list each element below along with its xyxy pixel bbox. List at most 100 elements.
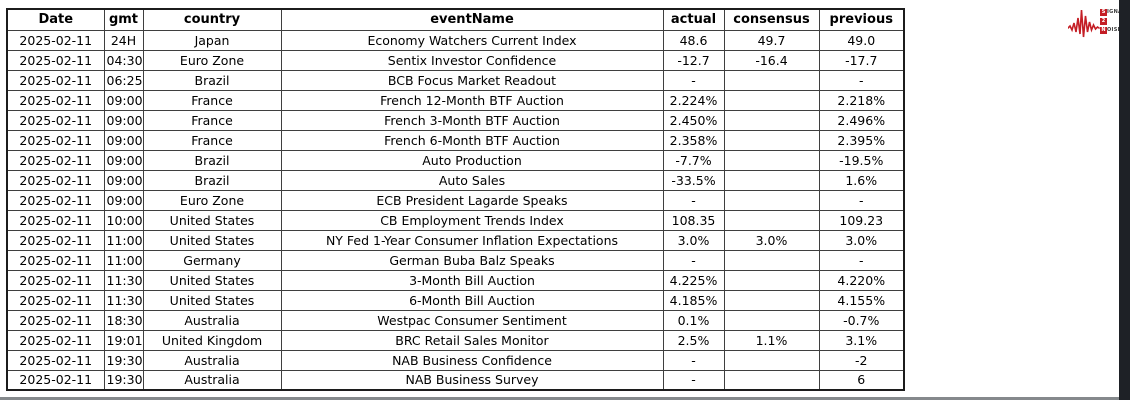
cell-consensus (723, 129, 820, 151)
cell-date: 2025-02-11 (6, 349, 105, 371)
table-row: 2025-02-11 18:30 Australia Westpac Consumer… (6, 309, 905, 331)
cell-date: 2025-02-11 (6, 89, 105, 111)
cell-actual: 4.225% (662, 269, 725, 291)
cell-consensus: -16.4 (723, 49, 820, 71)
cell-country: France (142, 89, 282, 111)
cell-date: 2025-02-11 (6, 69, 105, 91)
table-row: 2025-02-11 11:00 Germany German Buba Balz S… (6, 249, 905, 271)
logo-line-signal: S IGNAL (1100, 8, 1126, 16)
cell-date: 2025-02-11 (6, 309, 105, 331)
cell-event-name: Auto Production (280, 149, 664, 171)
logo-letter-2: 2 (1100, 17, 1107, 25)
cell-actual: -33.5% (662, 169, 725, 191)
cell-consensus (723, 289, 820, 311)
cell-country: France (142, 109, 282, 131)
cell-date: 2025-02-11 (6, 269, 105, 291)
cell-date: 2025-02-11 (6, 149, 105, 171)
header-row: Date gmt country eventName actual consensus pr… (6, 8, 905, 31)
cell-event-name: NAB Business Confidence (280, 349, 664, 371)
cell-event-name: BRC Retail Sales Monitor (280, 329, 664, 351)
cell-consensus: 49.7 (723, 29, 820, 51)
cell-event-name: Economy Watchers Current Index (280, 29, 664, 51)
cell-actual: 48.6 (662, 29, 725, 51)
cell-previous: 2.395% (818, 129, 905, 151)
table-row: 2025-02-11 19:01 United Kingdom BRC Retail … (6, 329, 905, 351)
table-row: 2025-02-11 24H Japan Economy Watchers Curre… (6, 29, 905, 51)
cell-date: 2025-02-11 (6, 129, 105, 151)
cell-gmt: 10:00 (103, 209, 144, 231)
cell-country: United States (142, 209, 282, 231)
cell-consensus (723, 109, 820, 131)
cell-previous: - (818, 69, 905, 91)
cell-gmt: 09:00 (103, 169, 144, 191)
cell-gmt: 19:30 (103, 349, 144, 371)
right-edge-strip (1119, 0, 1130, 400)
cell-country: Japan (142, 29, 282, 51)
cell-event-name: CB Employment Trends Index (280, 209, 664, 231)
column-header-consensus: consensus (723, 8, 820, 31)
cell-country: France (142, 129, 282, 151)
cell-gmt: 09:00 (103, 129, 144, 151)
logo-word-oise: OISE (1107, 26, 1122, 33)
cell-country: Australia (142, 309, 282, 331)
cell-actual: 2.224% (662, 89, 725, 111)
table-row: 2025-02-11 06:25 Brazil BCB Focus Market Re… (6, 69, 905, 91)
column-header-event-name: eventName (280, 8, 664, 31)
waveform-icon (1068, 9, 1102, 38)
cell-gmt: 06:25 (103, 69, 144, 91)
cell-consensus (723, 369, 820, 391)
table-row: 2025-02-11 10:00 United States CB Employmen… (6, 209, 905, 231)
cell-consensus (723, 189, 820, 211)
cell-country: Australia (142, 349, 282, 371)
cell-consensus: 1.1% (723, 329, 820, 351)
cell-country: Brazil (142, 69, 282, 91)
cell-event-name: 6-Month Bill Auction (280, 289, 664, 311)
cell-country: Germany (142, 249, 282, 271)
cell-date: 2025-02-11 (6, 329, 105, 351)
cell-previous: - (818, 189, 905, 211)
cell-gmt: 09:00 (103, 149, 144, 171)
cell-event-name: German Buba Balz Speaks (280, 249, 664, 271)
cell-country: Euro Zone (142, 49, 282, 71)
bottom-edge-line (0, 397, 1119, 400)
cell-country: United Kingdom (142, 329, 282, 351)
cell-country: United States (142, 289, 282, 311)
cell-event-name: Sentix Investor Confidence (280, 49, 664, 71)
economic-calendar-table: Date gmt country eventName actual consensus pr… (6, 8, 905, 391)
cell-consensus (723, 349, 820, 371)
cell-actual: - (662, 369, 725, 391)
cell-previous: -17.7 (818, 49, 905, 71)
signal2noise-logo: S IGNAL 2 N OISE (1068, 4, 1125, 42)
cell-previous: 49.0 (818, 29, 905, 51)
cell-country: Brazil (142, 169, 282, 191)
cell-actual: - (662, 249, 725, 271)
cell-country: Brazil (142, 149, 282, 171)
cell-previous: -0.7% (818, 309, 905, 331)
cell-actual: -7.7% (662, 149, 725, 171)
cell-consensus (723, 149, 820, 171)
cell-gmt: 09:00 (103, 109, 144, 131)
cell-gmt: 11:30 (103, 289, 144, 311)
cell-event-name: ECB President Lagarde Speaks (280, 189, 664, 211)
cell-previous: 3.1% (818, 329, 905, 351)
cell-event-name: BCB Focus Market Readout (280, 69, 664, 91)
cell-event-name: NAB Business Survey (280, 369, 664, 391)
table-row: 2025-02-11 09:00 France French 6-Month BTF … (6, 129, 905, 151)
table-row: 2025-02-11 09:00 France French 12-Month BTF… (6, 89, 905, 111)
cell-actual: - (662, 69, 725, 91)
cell-gmt: 19:01 (103, 329, 144, 351)
column-header-date: Date (6, 8, 105, 31)
cell-consensus (723, 169, 820, 191)
cell-previous: 6 (818, 369, 905, 391)
cell-previous: 2.218% (818, 89, 905, 111)
table-row: 2025-02-11 09:00 Brazil Auto Sales -33.5% 1.6… (6, 169, 905, 191)
column-header-previous: previous (818, 8, 905, 31)
cell-actual: 4.185% (662, 289, 725, 311)
table-row: 2025-02-11 11:00 United States NY Fed 1-Yea… (6, 229, 905, 251)
cell-gmt: 19:30 (103, 369, 144, 391)
column-header-country: country (142, 8, 282, 31)
table-row: 2025-02-11 19:30 Australia NAB Business Sur… (6, 369, 905, 391)
cell-date: 2025-02-11 (6, 49, 105, 71)
cell-previous: 1.6% (818, 169, 905, 191)
cell-actual: 108.35 (662, 209, 725, 231)
